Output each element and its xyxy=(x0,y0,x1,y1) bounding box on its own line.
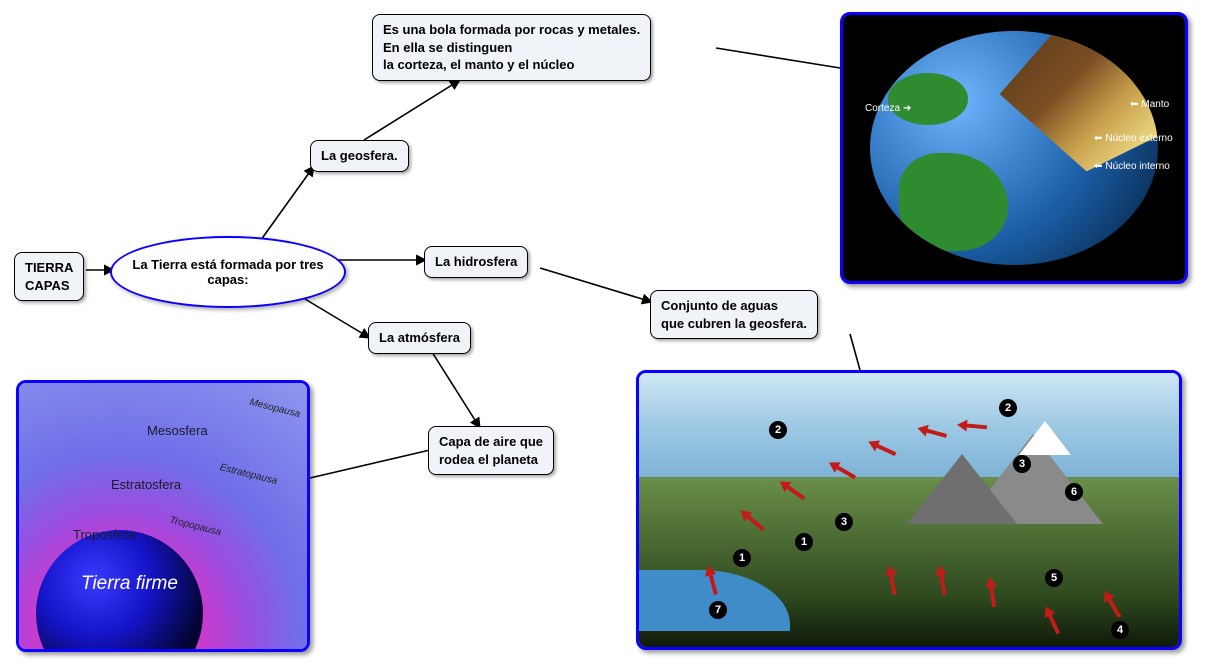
edge xyxy=(258,166,314,244)
atm-layer-label: Estratosfera xyxy=(111,477,181,492)
image-hidrosfera: 1 1 2 2 3 3 4 5 6 7 xyxy=(636,370,1182,650)
edge xyxy=(850,334,860,370)
edge xyxy=(432,352,480,428)
node-atmosfera-desc: Capa de aire que rodea el planeta xyxy=(428,426,554,475)
hydro-marker: 3 xyxy=(1013,455,1031,473)
edge xyxy=(540,268,652,302)
image-geosfera: Corteza➔ ⬅Manto ⬅Núcleo externo ⬅Núcleo int… xyxy=(840,12,1188,284)
edge xyxy=(310,450,430,478)
earth-label: ⬅Manto xyxy=(1127,99,1169,110)
atm-center-label: Tierra firme xyxy=(81,573,178,595)
node-intro: La Tierra está formada por tres capas: xyxy=(110,236,346,308)
hydro-marker: 5 xyxy=(1045,569,1063,587)
hydro-marker: 2 xyxy=(999,399,1017,417)
edge xyxy=(300,296,370,338)
earth-globe xyxy=(870,31,1157,265)
edge xyxy=(364,80,460,140)
hydro-arrow xyxy=(954,416,989,437)
node-geosfera-desc: Es una bola formada por rocas y metales.… xyxy=(372,14,651,81)
atm-layer-label: Mesosfera xyxy=(147,423,208,438)
hydro-marker: 1 xyxy=(795,533,813,551)
earth-label: Corteza➔ xyxy=(865,103,914,114)
earth-label: ⬅Núcleo externo xyxy=(1091,133,1173,144)
hydro-marker: 3 xyxy=(835,513,853,531)
node-hidrosfera: La hidrosfera xyxy=(424,246,528,278)
hydro-marker: 2 xyxy=(769,421,787,439)
edge xyxy=(716,48,840,68)
hydro-marker: 7 xyxy=(709,601,727,619)
hydro-marker: 6 xyxy=(1065,483,1083,501)
node-hidrosfera-desc: Conjunto de aguas que cubren la geosfera… xyxy=(650,290,818,339)
earth-label: ⬅Núcleo interno xyxy=(1091,161,1170,172)
node-root: TIERRA CAPAS xyxy=(14,252,84,301)
node-intro-text: La Tierra está formada por tres capas: xyxy=(130,257,326,287)
hydro-marker: 1 xyxy=(733,549,751,567)
atm-layer-label: Troposfera xyxy=(73,527,135,542)
hydro-marker: 4 xyxy=(1111,621,1129,639)
image-atmosfera: MesosferaMesopausaEstratosferaEstratopau… xyxy=(16,380,310,652)
node-atmosfera: La atmósfera xyxy=(368,322,471,354)
node-geosfera: La geosfera. xyxy=(310,140,409,172)
